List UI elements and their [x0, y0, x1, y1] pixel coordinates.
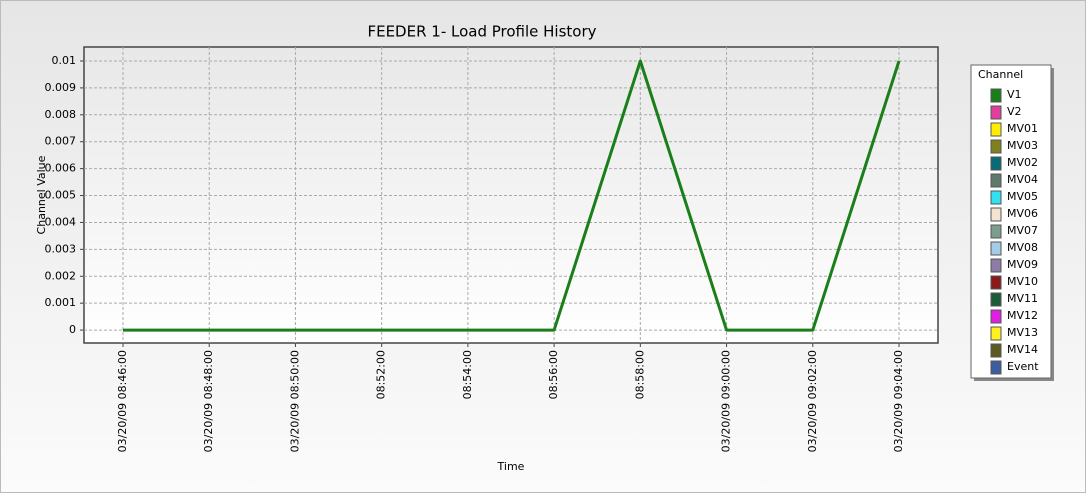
y-tick-label: 0.001 [45, 296, 77, 309]
legend-label: MV12 [1007, 309, 1038, 322]
legend-swatch [990, 343, 1002, 358]
legend-swatch [990, 258, 1002, 273]
x-tick-label: 08:56:00 [547, 350, 560, 399]
y-tick-label: 0.003 [45, 242, 77, 255]
legend-title: Channel [978, 68, 1023, 81]
y-tick-label: 0.005 [45, 189, 77, 202]
legend-label: MV02 [1007, 156, 1038, 169]
legend-swatch [990, 105, 1002, 120]
legend-label: MV01 [1007, 122, 1038, 135]
x-tick-label: 03/20/09 08:46:00 [116, 350, 129, 452]
legend-swatch [990, 207, 1002, 222]
legend-label: MV05 [1007, 190, 1038, 203]
legend-label: MV06 [1007, 207, 1038, 220]
legend-swatch [990, 139, 1002, 154]
legend-swatch [990, 156, 1002, 171]
legend-swatch [990, 224, 1002, 239]
legend-label: Event [1007, 360, 1039, 373]
legend-swatch [990, 360, 1002, 375]
legend-swatch [990, 292, 1002, 307]
legend-label: MV07 [1007, 224, 1038, 237]
legend-label: MV03 [1007, 139, 1038, 152]
legend-label: V1 [1007, 88, 1022, 101]
chart-title: FEEDER 1- Load Profile History [367, 23, 596, 41]
legend-swatch [990, 190, 1002, 205]
x-tick-label: 03/20/09 08:50:00 [288, 350, 301, 452]
series-line [123, 59, 901, 332]
plot-area [83, 46, 939, 344]
y-tick-label: 0.008 [45, 108, 77, 121]
legend-label: MV11 [1007, 292, 1038, 305]
legend-swatch [990, 241, 1002, 256]
legend-label: MV13 [1007, 326, 1038, 339]
y-tick-label: 0.004 [45, 215, 77, 228]
legend-label: MV10 [1007, 275, 1038, 288]
x-tick-label: 08:52:00 [375, 350, 388, 399]
x-tick-label: 03/20/09 09:00:00 [720, 350, 733, 452]
y-tick-label: 0.007 [45, 135, 77, 148]
legend-swatch [990, 122, 1002, 137]
x-tick-label: 03/20/09 08:48:00 [202, 350, 215, 452]
legend-box [970, 64, 1052, 379]
y-tick-label: 0.009 [45, 81, 77, 94]
y-tick-label: 0 [69, 323, 76, 336]
y-axis-label: Channel Value [35, 155, 48, 234]
x-tick-label: 08:58:00 [633, 350, 646, 399]
y-tick-label: 0.002 [45, 269, 77, 282]
legend-swatch [990, 309, 1002, 324]
legend-swatch [990, 326, 1002, 341]
x-tick-label: 03/20/09 09:04:00 [892, 350, 905, 452]
y-tick-label: 0.006 [45, 162, 77, 175]
x-tick-label: 08:54:00 [461, 350, 474, 399]
legend-label: MV09 [1007, 258, 1038, 271]
y-tick-label: 0.01 [52, 54, 77, 67]
legend-label: V2 [1007, 105, 1022, 118]
x-tick-label: 03/20/09 09:02:00 [806, 350, 819, 452]
legend-swatch [990, 275, 1002, 290]
x-axis-label: Time [497, 460, 525, 473]
legend-swatch [990, 88, 1002, 103]
legend-label: MV08 [1007, 241, 1038, 254]
legend-label: MV04 [1007, 173, 1038, 186]
legend-label: MV14 [1007, 343, 1038, 356]
legend-swatch [990, 173, 1002, 188]
